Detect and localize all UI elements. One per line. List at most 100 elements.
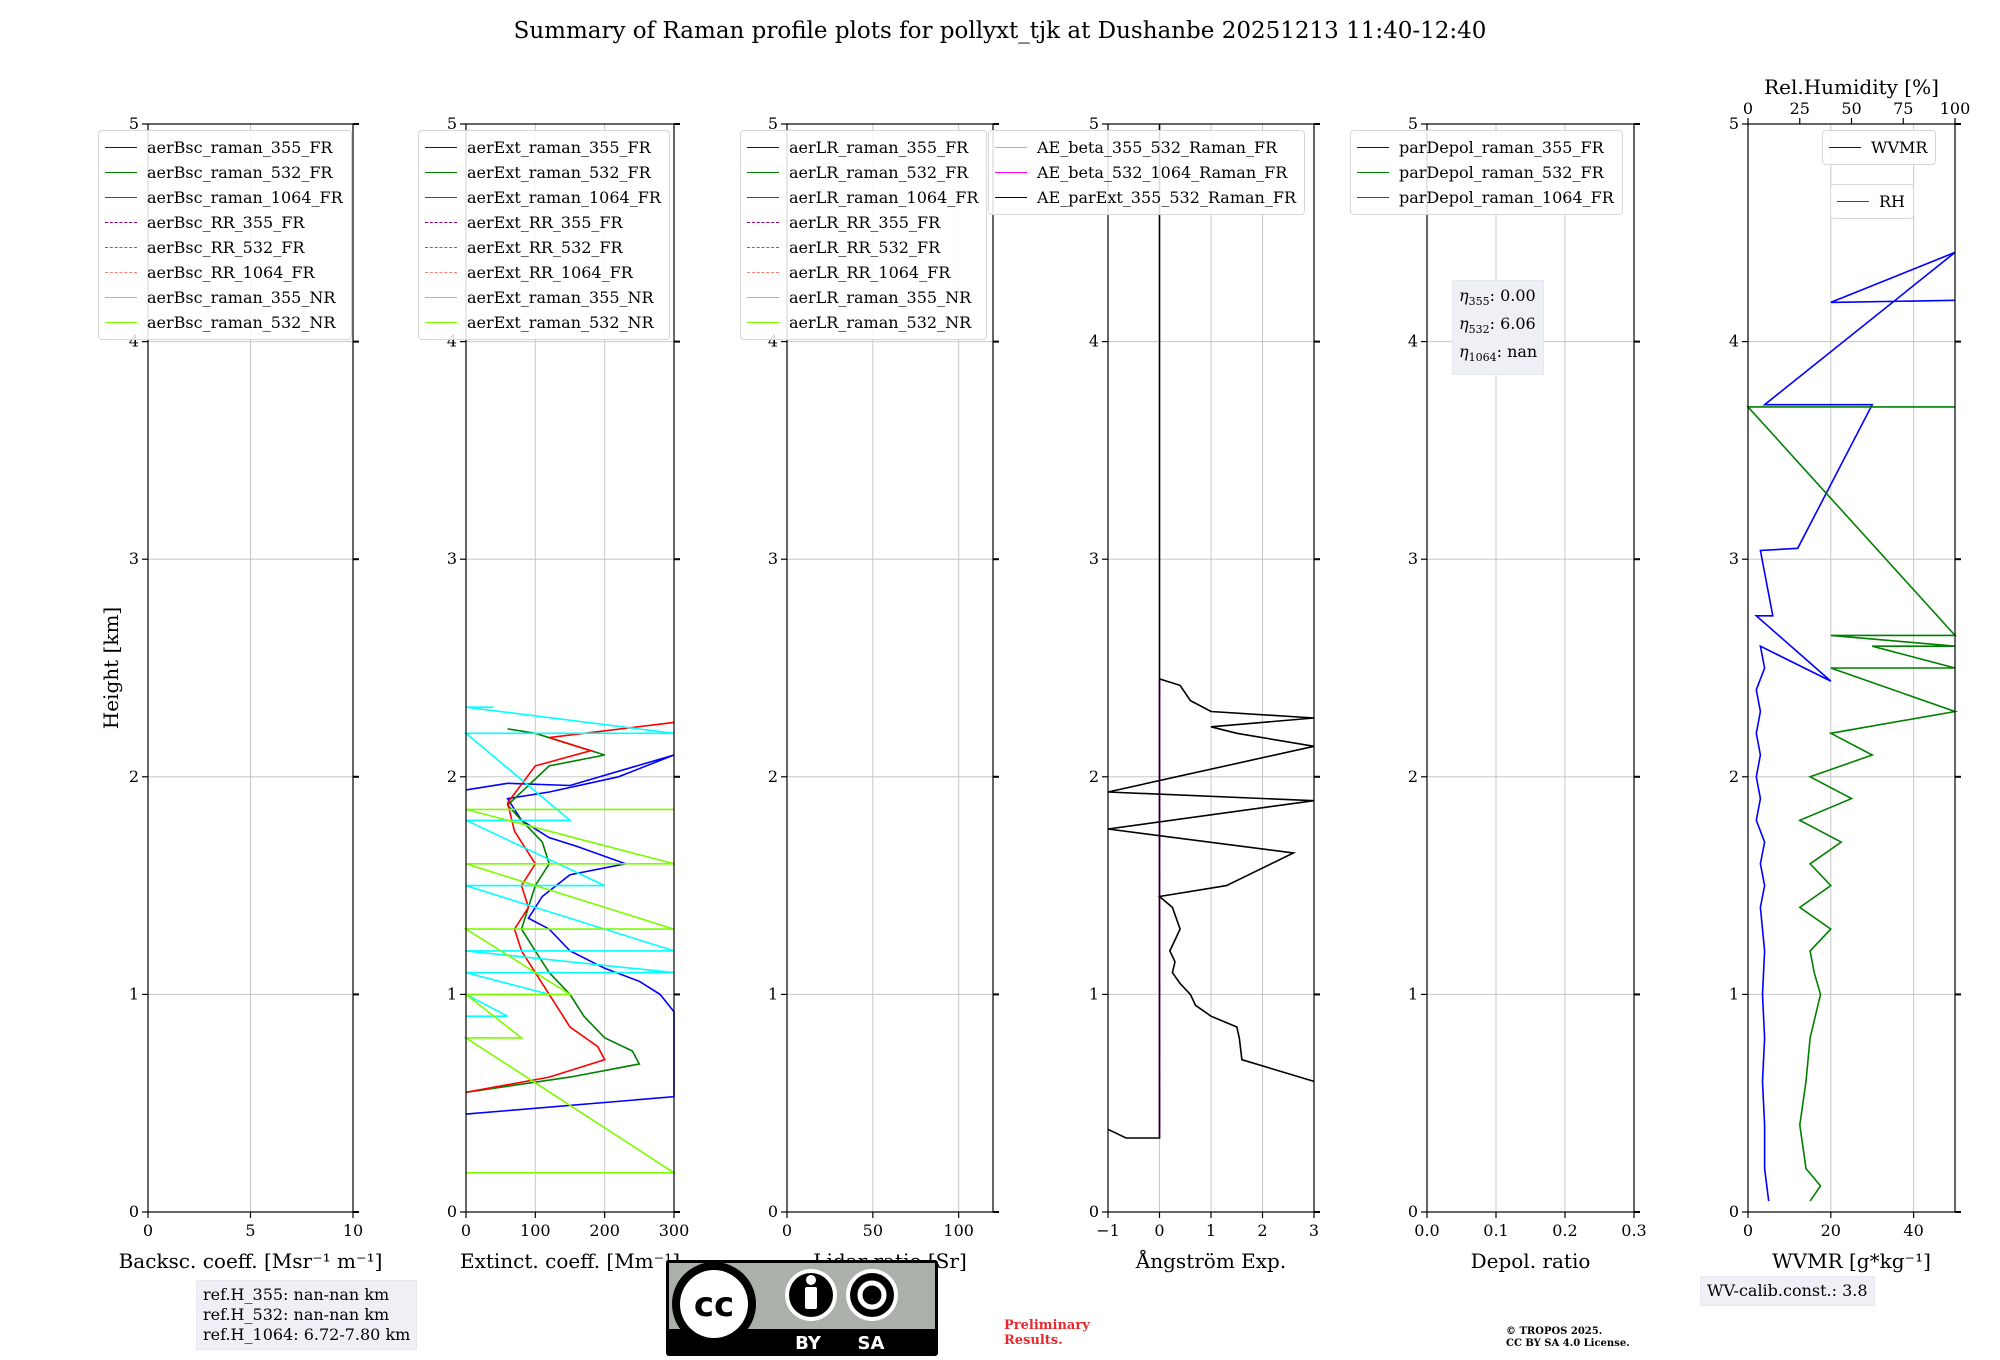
y-tick-label: 5	[768, 114, 778, 133]
legend-swatch	[747, 172, 779, 173]
y-tick-label: 1	[1089, 984, 1099, 1003]
y-tick-label: 5	[1729, 114, 1739, 133]
legend-entry: aerExt_raman_1064_FR	[425, 185, 661, 210]
series-aerExt_raman_355_FR	[465, 754, 675, 1115]
x-tick-label: 0	[1154, 1221, 1164, 1240]
legend-label: aerExt_raman_532_NR	[467, 313, 654, 332]
y-tick-label: 3	[1089, 549, 1099, 568]
legend-swatch	[105, 297, 137, 298]
y-tick-label: 3	[129, 549, 139, 568]
cc-text: cc	[694, 1285, 734, 1325]
legend-label: parDepol_raman_355_FR	[1399, 138, 1604, 157]
legend-swatch	[995, 197, 1027, 198]
legend-entry: aerLR_raman_1064_FR	[747, 185, 978, 210]
legend-label: aerLR_RR_355_FR	[789, 213, 941, 232]
x-axis-label: Depol. ratio	[1471, 1249, 1591, 1273]
top-x-axis-label: Rel.Humidity [%]	[1764, 75, 1939, 99]
cc-by-sa-badge: cc BY SA	[666, 1260, 938, 1356]
ref-height-1064: ref.H_1064: 6.72-7.80 km	[203, 1325, 411, 1344]
axes-frame	[1426, 123, 1635, 1213]
y-tick-label: 0	[129, 1202, 139, 1221]
preliminary-line-2: Results.	[1004, 1333, 1063, 1348]
legend-label: aerExt_RR_1064_FR	[467, 263, 633, 282]
sa-text: SA	[858, 1333, 885, 1354]
y-tick-label: 2	[129, 767, 139, 786]
wv-calib-box: WV-calib.const.: 3.8	[1700, 1276, 1875, 1306]
legend-rh: RH	[1830, 184, 1914, 219]
legend-entry: aerLR_RR_532_FR	[747, 235, 978, 260]
x-axis-label: Extinct. coeff. [Mm⁻¹]	[460, 1249, 680, 1273]
legend-swatch	[105, 272, 137, 273]
legend-label: aerExt_RR_532_FR	[467, 238, 623, 257]
eta-1064: η1064: nan	[1459, 342, 1538, 365]
copyright-line-1: © TROPOS 2025.	[1506, 1326, 1603, 1337]
y-tick-label: 5	[129, 114, 139, 133]
eta-355: η355: 0.00	[1459, 286, 1536, 309]
legend-label: aerBsc_raman_355_NR	[147, 288, 336, 307]
legend-swatch	[747, 322, 779, 323]
legend-entry: aerExt_RR_355_FR	[425, 210, 661, 235]
legend-entry: AE_beta_355_532_Raman_FR	[995, 135, 1296, 160]
legend-label: aerLR_raman_355_NR	[789, 288, 972, 307]
y-tick-label: 4	[447, 332, 457, 351]
legend-label: aerExt_raman_532_FR	[467, 163, 651, 182]
x-tick-label: 2	[1257, 1221, 1267, 1240]
legend-label: aerExt_raman_355_FR	[467, 138, 651, 157]
legend-entry: AE_beta_532_1064_Raman_FR	[995, 160, 1296, 185]
legend-entry: aerExt_raman_355_FR	[425, 135, 661, 160]
legend-swatch	[105, 172, 137, 173]
y-tick-label: 4	[768, 332, 778, 351]
y-tick-label: 0	[768, 1202, 778, 1221]
legend-swatch	[425, 147, 457, 148]
y-axis-label: Height [km]	[99, 607, 123, 729]
y-tick-label: 2	[1408, 767, 1418, 786]
legend-swatch	[1829, 147, 1861, 148]
eta-box: η355: 0.00 η532: 6.06 η1064: nan	[1452, 280, 1545, 375]
legend-label: aerLR_raman_532_NR	[789, 313, 972, 332]
copyright-note: © TROPOS 2025. CC BY SA 4.0 License.	[1506, 1326, 1630, 1350]
legend-entry: aerBsc_RR_1064_FR	[105, 260, 343, 285]
axes-frame	[786, 123, 994, 1213]
preliminary-note: Preliminary Results.	[1004, 1318, 1090, 1348]
y-tick-label: 2	[768, 767, 778, 786]
legend-label: aerBsc_raman_532_FR	[147, 163, 333, 182]
figure-title: Summary of Raman profile plots for polly…	[513, 18, 1487, 44]
x-axis-label: Ångström Exp.	[1135, 1248, 1286, 1273]
legend-label: AE_parExt_355_532_Raman_FR	[1037, 188, 1296, 207]
legend-swatch	[747, 222, 779, 223]
x-tick-label: 40	[1903, 1221, 1923, 1240]
top-x-tick-label: 75	[1893, 99, 1913, 118]
copyright-line-2: CC BY SA 4.0 License.	[1506, 1338, 1630, 1349]
legend-label: aerBsc_RR_355_FR	[147, 213, 305, 232]
legend-swatch	[1357, 197, 1389, 198]
legend-entry: aerBsc_RR_355_FR	[105, 210, 343, 235]
legend-wvmr: WVMR	[1822, 130, 1937, 165]
top-x-tick-label: 25	[1790, 99, 1810, 118]
y-tick-label: 1	[447, 984, 457, 1003]
legend-entry: aerExt_RR_1064_FR	[425, 260, 661, 285]
y-tick-label: 4	[1408, 332, 1418, 351]
y-tick-label: 4	[1089, 332, 1099, 351]
legend-label: WVMR	[1871, 138, 1928, 157]
series-RH	[1746, 406, 1959, 1202]
legend-swatch	[105, 147, 137, 148]
legend-entry: aerExt_raman_355_NR	[425, 285, 661, 310]
legend-entry: aerBsc_raman_355_FR	[105, 135, 343, 160]
y-tick-label: 0	[1729, 1202, 1739, 1221]
legend-swatch	[747, 247, 779, 248]
y-tick-label: 1	[1408, 984, 1418, 1003]
x-tick-label: 100	[943, 1221, 974, 1240]
y-tick-label: 3	[1408, 549, 1418, 568]
legend-entry: AE_parExt_355_532_Raman_FR	[995, 185, 1296, 210]
x-tick-label: 200	[589, 1221, 620, 1240]
y-tick-label: 4	[129, 332, 139, 351]
legend-swatch	[425, 322, 457, 323]
legend-entry: aerBsc_raman_355_NR	[105, 285, 343, 310]
x-tick-label: 10	[343, 1221, 363, 1240]
ref-heights-box: ref.H_355: nan-nan km ref.H_532: nan-nan…	[196, 1280, 418, 1350]
series-aerExt_raman_532_NR	[463, 808, 677, 1174]
y-tick-label: 5	[1089, 114, 1099, 133]
y-tick-label: 4	[1729, 332, 1739, 351]
legend-swatch	[995, 172, 1027, 173]
